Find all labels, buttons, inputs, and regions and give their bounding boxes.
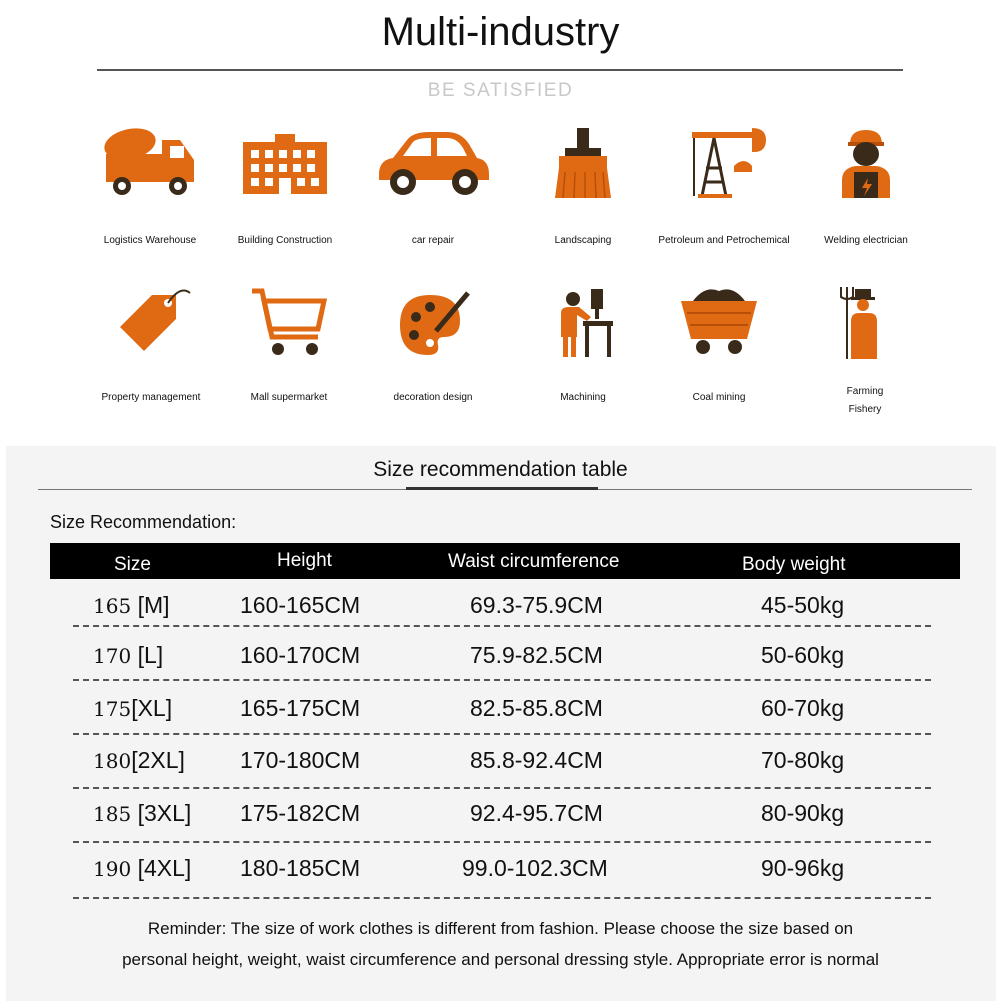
size-number: 165 xyxy=(93,594,132,618)
table-row: 165 [M] 160-165CM 69.3-75.9CM 45-50kg xyxy=(0,592,1001,642)
industry-label: Welding electrician xyxy=(824,235,908,246)
table-row: 180[2XL] 170-180CM 85.8-92.4CM 70-80kg xyxy=(0,747,1001,797)
size-cell: 175[XL] xyxy=(93,695,172,722)
palette-icon xyxy=(358,281,508,371)
size-number: 180 xyxy=(93,749,132,773)
table-row: 170 [L] 160-170CM 75.9-82.5CM 50-60kg xyxy=(0,642,1001,692)
shopping-cart-icon xyxy=(214,281,364,371)
size-section-title: Size recommendation table xyxy=(373,458,628,481)
industry-label: Building Construction xyxy=(237,235,333,246)
size-code: [XL] xyxy=(131,695,173,721)
mine-cart-icon xyxy=(644,281,794,371)
oil-pump-icon xyxy=(649,122,799,212)
waist-cell: 85.8-92.4CM xyxy=(470,747,603,773)
size-cell: 190 [4XL] xyxy=(93,855,191,882)
machinist-icon xyxy=(508,281,658,371)
row-divider xyxy=(73,897,931,899)
table-row: 185 [3XL] 175-182CM 92.4-95.7CM 80-90kg xyxy=(0,800,1001,850)
weight-cell: 50-60kg xyxy=(761,642,845,668)
industry-label: Farming xyxy=(846,386,884,397)
waist-cell: 82.5-85.8CM xyxy=(470,695,603,721)
industry-label: decoration design xyxy=(393,392,473,403)
header-weight: Body weight xyxy=(742,554,846,575)
reminder-line-1: Reminder: The size of work clothes is di… xyxy=(147,919,854,938)
height-cell: 160-165CM xyxy=(240,592,361,618)
industry-label: Mall supermarket xyxy=(250,392,328,403)
worker-icon xyxy=(791,122,941,212)
farmer-icon xyxy=(790,281,940,371)
waist-cell: 99.0-102.3CM xyxy=(462,855,608,881)
title-divider xyxy=(97,69,903,71)
row-divider xyxy=(73,625,931,627)
table-row: 175[XL] 165-175CM 82.5-85.8CM 60-70kg xyxy=(0,695,1001,745)
price-tag-icon xyxy=(76,281,226,371)
size-cell: 170 [L] xyxy=(93,642,163,669)
row-divider xyxy=(73,841,931,843)
industry-label: Petroleum and Petrochemical xyxy=(658,235,790,246)
size-number: 185 xyxy=(93,802,132,826)
cement-truck-icon xyxy=(75,122,225,212)
industry-label: Landscaping xyxy=(554,235,612,246)
header-waist: Waist circumference xyxy=(448,551,620,572)
size-cell: 165 [M] xyxy=(93,592,170,619)
page-title: Multi-industry xyxy=(381,10,620,54)
header-height: Height xyxy=(277,550,332,571)
height-cell: 165-175CM xyxy=(240,695,361,721)
car-icon xyxy=(358,122,508,212)
industry-label: car repair xyxy=(411,235,455,246)
size-cell: 185 [3XL] xyxy=(93,800,191,827)
size-cell: 180[2XL] xyxy=(93,747,185,774)
row-divider xyxy=(73,679,931,681)
header-size: Size xyxy=(114,554,151,575)
reminder-line-2: personal height, weight, waist circumfer… xyxy=(122,950,879,969)
size-code: [3XL] xyxy=(137,800,192,826)
industry-label: Machining xyxy=(560,392,606,403)
size-number: 175 xyxy=(93,697,132,721)
waist-cell: 69.3-75.9CM xyxy=(470,592,603,618)
size-section-background xyxy=(6,446,996,1001)
row-divider xyxy=(73,733,931,735)
industry-label: Coal mining xyxy=(692,392,746,403)
weight-cell: 80-90kg xyxy=(761,800,845,826)
building-icon xyxy=(210,122,360,212)
size-code: [L] xyxy=(137,642,164,668)
industry-label-second-line: Fishery xyxy=(848,404,882,415)
size-caption: Size Recommendation: xyxy=(50,512,237,532)
height-cell: 180-185CM xyxy=(240,855,361,881)
size-number: 190 xyxy=(93,857,132,881)
page-subtitle: BE SATISFIED xyxy=(427,80,574,101)
table-row: 190 [4XL] 180-185CM 99.0-102.3CM 90-96kg xyxy=(0,855,1001,905)
height-cell: 170-180CM xyxy=(240,747,361,773)
waist-cell: 75.9-82.5CM xyxy=(470,642,603,668)
size-code: [M] xyxy=(137,592,170,618)
height-cell: 175-182CM xyxy=(240,800,361,826)
weight-cell: 60-70kg xyxy=(761,695,845,721)
size-table-header: Size Height Waist circumference Body wei… xyxy=(50,543,960,579)
size-code: [4XL] xyxy=(137,855,192,881)
brush-icon xyxy=(508,122,658,212)
weight-cell: 70-80kg xyxy=(761,747,845,773)
height-cell: 160-170CM xyxy=(240,642,361,668)
row-divider xyxy=(73,787,931,789)
weight-cell: 90-96kg xyxy=(761,855,845,881)
industry-label: Logistics Warehouse xyxy=(103,235,197,246)
weight-cell: 45-50kg xyxy=(761,592,845,618)
size-title-divider-accent xyxy=(406,487,598,490)
industry-label: Property management xyxy=(101,392,201,403)
size-code: [2XL] xyxy=(131,747,185,773)
waist-cell: 92.4-95.7CM xyxy=(470,800,603,826)
size-number: 170 xyxy=(93,644,132,668)
